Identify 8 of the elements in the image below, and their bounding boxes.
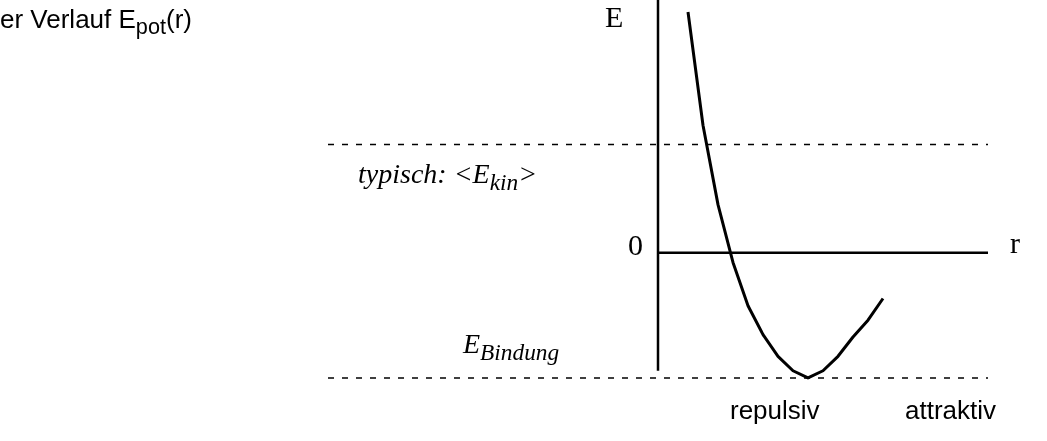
text: er Verlauf E$_{pot}$(r)	[0, 4, 192, 41]
text: repulsiv	[730, 395, 820, 426]
ref-line-label: typisch: <E$_{kin}$>	[358, 158, 538, 197]
x-axis-title: r	[1010, 226, 1020, 260]
ref-line-label: E$_{Bindung}$	[463, 327, 560, 366]
text: attraktiv	[905, 395, 997, 426]
text: 0	[628, 228, 643, 262]
y-axis-title: E	[605, 0, 624, 34]
